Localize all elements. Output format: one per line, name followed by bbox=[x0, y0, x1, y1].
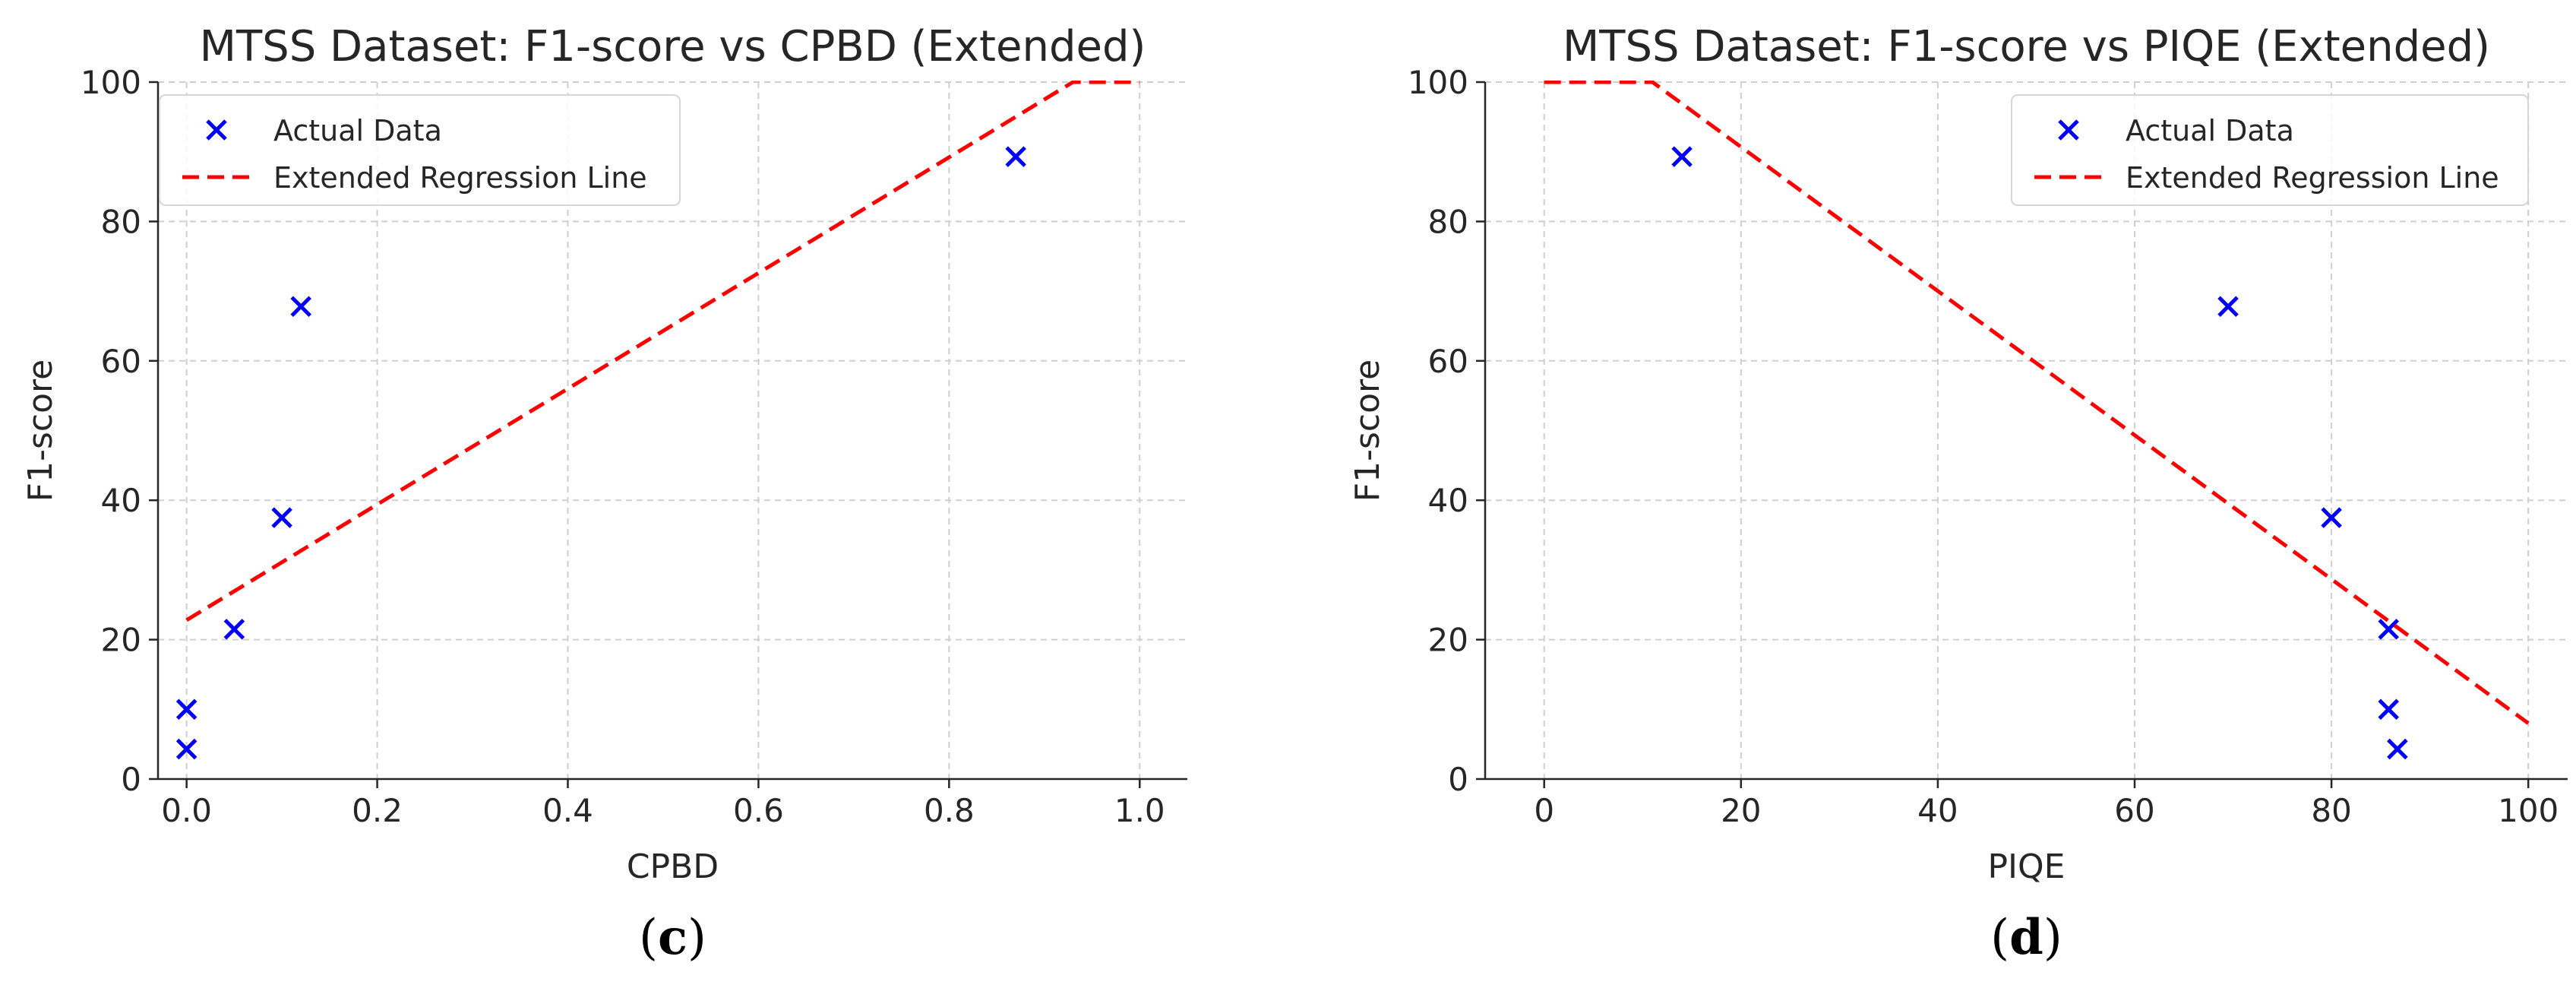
regression-line bbox=[185, 81, 1140, 622]
x-tick-label: 0.2 bbox=[352, 792, 403, 829]
y-tick-label: 100 bbox=[81, 64, 141, 101]
data-point-stroke bbox=[1005, 146, 1026, 167]
x-tick-label: 20 bbox=[1721, 792, 1761, 829]
y-axis-label: F1-score bbox=[1348, 359, 1387, 502]
regression-line bbox=[1544, 81, 2530, 725]
y-tick-label: 60 bbox=[1428, 343, 1468, 380]
legend-label: Actual Data bbox=[2126, 114, 2294, 147]
x-tick-label: 100 bbox=[2498, 792, 2559, 829]
caption-close-paren: ) bbox=[687, 910, 706, 966]
data-point bbox=[223, 619, 245, 640]
panel-caption: (c) bbox=[639, 909, 706, 966]
legend: Actual Data Extended Regression Line bbox=[159, 94, 681, 206]
y-tick-label: 80 bbox=[101, 203, 141, 240]
legend-key-marker bbox=[2058, 119, 2079, 141]
legend-box bbox=[159, 94, 681, 206]
data-point-stroke bbox=[2387, 738, 2408, 760]
caption-letter: c bbox=[658, 909, 687, 966]
caption-open-paren: ( bbox=[639, 910, 658, 966]
x-tick-label: 60 bbox=[2114, 792, 2154, 829]
y-tick-label: 20 bbox=[101, 622, 141, 659]
data-point bbox=[2378, 698, 2399, 721]
chart-title: MTSS Dataset: F1-score vs CPBD (Extended… bbox=[200, 22, 1146, 71]
chart-c: 0.0 0.2 0.4 0.6 0.8 1.0 0 20 40 60 80 100 MTSS Datas… bbox=[21, 22, 1187, 966]
x-tick-label: 0.6 bbox=[733, 792, 784, 829]
data-point-stroke bbox=[290, 296, 311, 318]
x-tick-label: 0.8 bbox=[924, 792, 975, 829]
y-tick-label: 0 bbox=[121, 761, 141, 798]
data-point bbox=[2217, 296, 2239, 318]
chart-title: MTSS Dataset: F1-score vs PIQE (Extended… bbox=[1563, 22, 2490, 71]
x-axis-label: CPBD bbox=[627, 847, 719, 886]
y-tick-label: 40 bbox=[101, 482, 141, 519]
x-tick-label: 1.0 bbox=[1114, 792, 1165, 829]
data-point-stroke bbox=[2378, 698, 2399, 721]
data-point bbox=[290, 296, 311, 318]
data-point-stroke bbox=[175, 738, 198, 760]
data-point bbox=[1671, 146, 1693, 167]
x-tick-label: 80 bbox=[2311, 792, 2351, 829]
data-point bbox=[2378, 619, 2399, 640]
y-tick-label: 80 bbox=[1428, 203, 1468, 240]
y-tick-label: 20 bbox=[1428, 622, 1468, 659]
legend-label: Extended Regression Line bbox=[273, 161, 647, 195]
legend-box bbox=[2011, 94, 2529, 206]
x-tick-label: 0.4 bbox=[542, 792, 593, 829]
data-point bbox=[271, 507, 292, 528]
data-point-stroke bbox=[223, 619, 245, 640]
data-point-stroke bbox=[175, 698, 198, 721]
legend-label: Extended Regression Line bbox=[2126, 161, 2499, 195]
y-tick-label: 0 bbox=[1448, 761, 1468, 798]
panel-caption: (d) bbox=[1990, 909, 2062, 966]
x-tick-label: 0 bbox=[1534, 792, 1554, 829]
x-tick-label: 0.0 bbox=[161, 792, 212, 829]
legend: Actual Data Extended Regression Line bbox=[2011, 94, 2529, 206]
data-point-stroke bbox=[271, 507, 292, 528]
caption-close-paren: ) bbox=[2043, 910, 2062, 966]
legend-label: Actual Data bbox=[273, 114, 442, 147]
data-point-stroke bbox=[2217, 296, 2239, 318]
y-tick-label: 40 bbox=[1428, 482, 1468, 519]
data-point-stroke bbox=[2321, 507, 2342, 528]
data-point-stroke bbox=[2378, 619, 2399, 640]
caption-open-paren: ( bbox=[1990, 910, 2009, 966]
x-axis-label: PIQE bbox=[1988, 847, 2066, 886]
data-point bbox=[2387, 738, 2408, 760]
data-point bbox=[1005, 146, 1026, 167]
data-point-stroke bbox=[1671, 146, 1693, 167]
data-point bbox=[175, 738, 198, 760]
data-point bbox=[175, 698, 198, 721]
legend-key-marker bbox=[206, 119, 227, 141]
x-tick-label: 40 bbox=[1917, 792, 1958, 829]
y-axis-label: F1-score bbox=[21, 359, 60, 502]
data-point bbox=[2321, 507, 2342, 528]
chart-d: 0 20 40 60 80 100 0 20 40 60 80 100 MTSS Dataset: F1… bbox=[1348, 22, 2568, 966]
y-tick-label: 60 bbox=[101, 343, 141, 380]
y-tick-label: 100 bbox=[1408, 64, 1468, 101]
caption-letter: d bbox=[2009, 909, 2043, 966]
